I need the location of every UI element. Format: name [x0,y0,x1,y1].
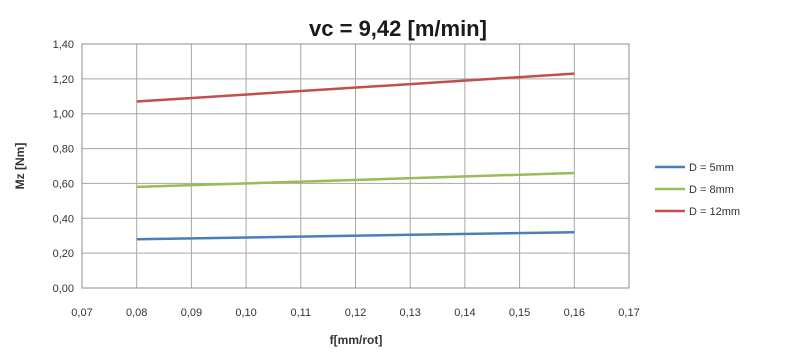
y-tick-label: 0,40 [53,213,74,225]
y-tick-label: 0,80 [53,144,74,156]
x-axis-label: f[mm/rot] [330,333,383,347]
x-tick-label: 0,08 [126,307,147,319]
x-tick-label: 0,15 [509,307,530,319]
x-axis-ticks: 0,07 0,08 0,09 0,10 0,11 0,12 0,13 0,14 0,15 0,16… [71,307,639,319]
y-axis-label: Mz [Nm] [13,143,27,190]
gridlines [81,43,630,289]
y-tick-label: 0,20 [53,248,74,260]
chart-title: vc = 9,42 [m/min] [309,16,487,41]
x-tick-label: 0,17 [618,307,639,319]
y-tick-label: 1,40 [53,39,74,51]
series-line-2 [136,171,575,189]
y-tick-label: 1,00 [53,109,74,121]
x-tick-label: 0,16 [564,307,585,319]
x-tick-label: 0,13 [399,307,420,319]
legend-label: D = 12mm [689,206,740,218]
x-tick-label: 0,12 [345,307,366,319]
y-tick-label: 0,00 [53,283,74,295]
x-tick-label: 0,07 [71,307,92,319]
x-tick-label: 0,10 [235,307,256,319]
y-tick-label: 0,60 [53,178,74,190]
x-tick-label: 0,09 [181,307,202,319]
legend: D = 5mm D = 8mm D = 12mm [655,162,740,218]
legend-label: D = 5mm [689,162,734,174]
x-tick-label: 0,14 [454,307,475,319]
series-lines [136,72,575,241]
y-axis-ticks: 0,00 0,20 0,40 0,60 0,80 1,00 1,20 1,40 [53,39,74,295]
x-tick-label: 0,11 [291,307,312,319]
y-tick-label: 1,20 [53,74,74,86]
legend-label: D = 8mm [689,184,734,196]
series-line-3 [136,72,575,103]
plot-area-frame [81,43,630,289]
series-line-1 [136,230,575,241]
